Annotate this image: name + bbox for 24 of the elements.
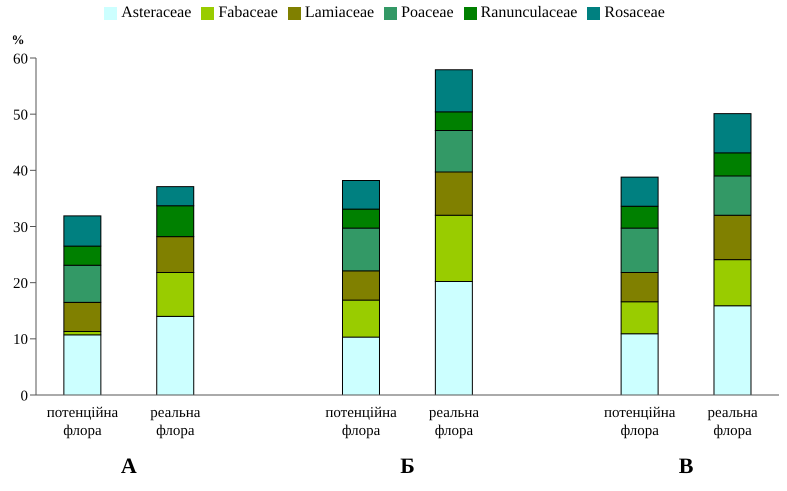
legend-label: Lamiaceae xyxy=(304,4,374,21)
legend-label: Fabaceae xyxy=(218,4,278,21)
y-tick-label: 30 xyxy=(13,220,28,236)
text: В xyxy=(678,453,694,479)
text: А xyxy=(120,453,138,479)
x-tick-label: потенційна флора xyxy=(604,405,676,439)
x-tick-label: потенційна флора xyxy=(46,405,119,439)
x-tick-label: реальна флора xyxy=(428,405,480,439)
x-tick-label: реальна флора xyxy=(707,405,758,439)
y-tick-label: 60 xyxy=(13,51,28,68)
x-tick-label: реальна флора xyxy=(150,405,201,439)
y-tick-label: 20 xyxy=(13,276,28,292)
y-axis-title: % xyxy=(12,32,24,47)
x-tick-label: потенційна флора xyxy=(325,405,398,439)
legend-label: Poaceae xyxy=(401,4,454,21)
text: Б xyxy=(399,453,416,479)
y-tick-label: 10 xyxy=(13,332,28,348)
legend-label: Asteraceae xyxy=(121,4,192,21)
y-tick-label: 40 xyxy=(13,164,28,180)
bar xyxy=(63,334,102,395)
legend-label: Rosaceae xyxy=(604,4,665,21)
y-tick-label: 50 xyxy=(13,107,28,124)
legend-label: Ranunculaceae xyxy=(480,4,578,21)
y-tick-label: 0 xyxy=(20,388,28,404)
